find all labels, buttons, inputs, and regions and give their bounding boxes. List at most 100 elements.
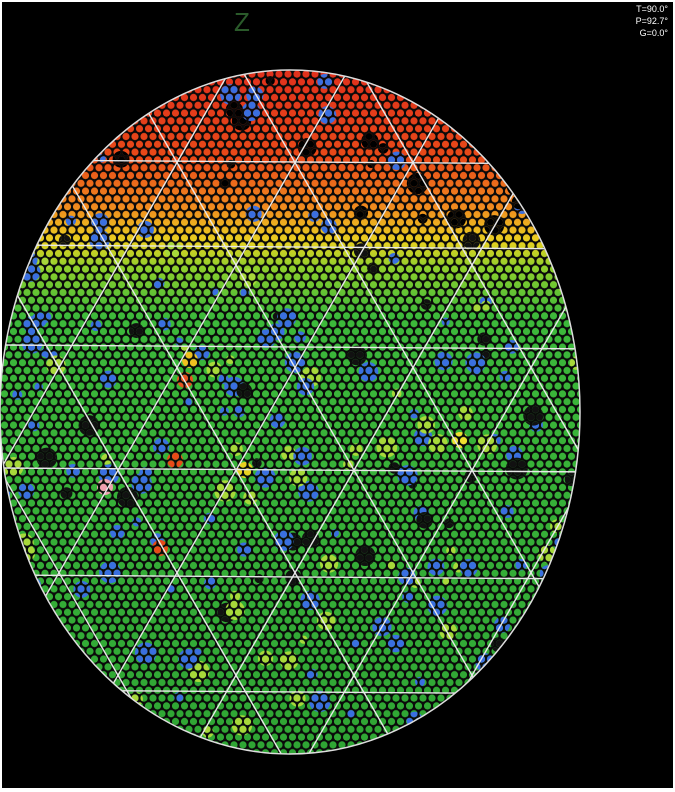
hit-cluster (137, 221, 154, 238)
frame-line (405, 70, 580, 754)
hit-cluster (515, 559, 527, 571)
hit-cluster (78, 415, 100, 436)
hit-cluster (225, 101, 244, 119)
theta-readout: T=90.0° (636, 4, 668, 14)
frame-line (0, 244, 580, 250)
hit-cluster (245, 205, 262, 222)
hit-cluster (152, 540, 168, 556)
hit-cluster (446, 545, 456, 556)
hit-cluster (36, 447, 58, 469)
hit-cluster (73, 580, 91, 598)
hit-cluster (167, 452, 183, 468)
hit-cluster (386, 559, 397, 570)
frame-line (51, 70, 473, 754)
hit-cluster (246, 86, 264, 104)
hit-cluster (158, 317, 171, 331)
hit-cluster (281, 446, 296, 461)
hit-cluster (240, 288, 250, 298)
hit-cluster (204, 576, 217, 590)
hit-cluster (409, 409, 419, 419)
hit-cluster (347, 345, 367, 366)
hit-cluster (353, 205, 369, 220)
hit-cluster (254, 573, 264, 584)
hit-cluster (131, 473, 152, 494)
hit-cluster (99, 370, 118, 388)
hit-cluster (444, 518, 454, 529)
hit-cluster (229, 590, 241, 602)
hit-cluster (164, 240, 183, 259)
hit-cluster (91, 213, 110, 231)
hit-cluster (174, 337, 183, 346)
hit-cluster (128, 323, 144, 338)
hit-cluster (427, 595, 448, 616)
hit-cluster (306, 668, 318, 681)
hit-cluster (134, 642, 157, 665)
hit-cluster (349, 638, 360, 648)
hit-cluster (177, 372, 193, 388)
hit-cluster (387, 151, 407, 170)
hit-cluster (225, 600, 245, 620)
hit-cluster (459, 558, 478, 577)
hit-cluster (523, 405, 544, 426)
hit-cluster (21, 332, 43, 354)
hit-cluster (297, 138, 317, 157)
hit-cluster (183, 397, 192, 407)
hit-cluster (441, 317, 450, 326)
hit-cluster (254, 466, 276, 488)
frame-line (0, 70, 185, 754)
frame-line (235, 70, 580, 754)
hit-cluster (182, 352, 198, 368)
hit-cluster (388, 252, 400, 264)
hit-cluster (358, 362, 379, 382)
hit-cluster (465, 352, 487, 374)
hit-cluster (471, 301, 482, 312)
hit-cluster (178, 648, 199, 669)
hit-cluster (206, 361, 223, 378)
hit-cluster (243, 490, 258, 505)
sphere-outline (0, 69, 581, 755)
frame-line (353, 70, 580, 754)
hit-cluster (361, 132, 379, 150)
hit-cluster (386, 634, 405, 653)
hit-cluster (97, 479, 113, 495)
hit-cluster (452, 432, 468, 448)
hit-cluster (214, 480, 236, 502)
hit-cluster (330, 529, 339, 538)
hit-cluster (18, 482, 35, 499)
hit-cluster (308, 209, 321, 222)
pmt-hits (0, 70, 580, 754)
hit-cluster (420, 299, 432, 310)
hit-cluster (279, 651, 299, 671)
hit-cluster (89, 229, 110, 250)
hit-cluster (477, 332, 491, 346)
hit-cluster (481, 300, 491, 311)
hit-cluster (442, 577, 451, 586)
hit-cluster (99, 561, 121, 584)
hit-cluster (309, 690, 331, 713)
frame-line (117, 70, 539, 754)
hit-cluster (219, 406, 229, 416)
hit-cluster (219, 178, 230, 190)
hit-cluster (434, 352, 453, 371)
hit-cluster (110, 524, 125, 540)
hit-cluster (66, 464, 80, 478)
hit-cluster (301, 530, 320, 548)
hit-cluster (446, 209, 467, 229)
hit-cluster (367, 160, 376, 169)
hit-cluster (427, 558, 445, 576)
hit-cluster (231, 715, 253, 736)
frame-line (0, 70, 237, 754)
hit-cluster (37, 255, 53, 271)
hit-cluster (265, 76, 275, 86)
hit-cluster (112, 150, 130, 168)
hit-cluster (229, 442, 243, 456)
hit-cluster (320, 218, 337, 235)
hit-cluster (289, 690, 306, 707)
hit-cluster (31, 312, 47, 328)
hit-cluster (152, 438, 170, 455)
hit-cluster (236, 383, 253, 399)
hit-cluster (58, 234, 71, 247)
hit-cluster (398, 567, 416, 586)
hit-cluster (233, 406, 245, 418)
hit-cluster (500, 505, 514, 518)
